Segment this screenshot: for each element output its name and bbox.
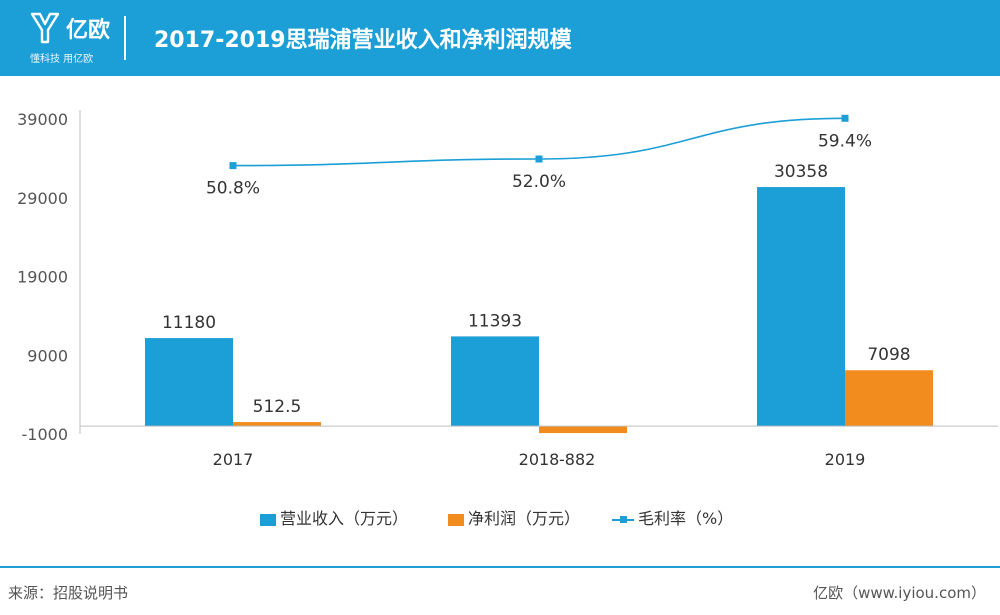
header-banner: 亿欧 懂科技 用亿欧 2017-2019思瑞浦营业收入和净利润规模 [0,0,1000,76]
line-data-label: 50.8% [206,179,260,199]
footer-brand: 亿欧（www.iyiou.com） [813,584,986,602]
bar-净利润（万元）-2017 [233,422,321,427]
y-tick-label: -1000 [22,425,69,444]
header-divider [124,16,126,60]
legend: 营业收入（万元） 净利润（万元） 毛利率（%） [0,505,1000,529]
logo-y-icon [30,12,60,44]
line-data-label: 59.4% [818,131,872,151]
y-tick-label: 29000 [17,189,68,208]
y-tick-label: 39000 [17,110,68,129]
gross-margin-point-2019 [841,114,849,122]
y-tick-label: 9000 [27,346,68,365]
legend-swatch-revenue [260,513,276,526]
data-label: -882 [559,450,595,469]
gross-margin-point-2017 [229,162,237,170]
data-label: 7098 [867,345,910,365]
gross-margin-point-2018 [535,155,543,163]
bar-净利润（万元）-2018 [539,426,627,434]
bar-营业收入（万元）-2018 [451,336,539,427]
footer-divider [0,566,1000,568]
data-label: 512.5 [253,397,302,417]
legend-label-gross-margin: 毛利率（%） [638,509,734,528]
legend-label-net-profit: 净利润（万元） [468,509,581,528]
legend-label-revenue: 营业收入（万元） [280,509,409,528]
x-tick-label: 2019 [825,450,866,469]
y-tick-label: 19000 [17,268,68,287]
footer-source: 来源：招股说明书 [8,584,129,602]
bar-营业收入（万元）-2019 [757,187,845,427]
legend-item-gross-margin[interactable]: 毛利率（%） [612,505,733,529]
bar-营业收入（万元）-2017 [145,338,233,427]
data-label: 30358 [774,162,828,182]
data-label: 11180 [162,313,216,333]
page-title: 2017-2019思瑞浦营业收入和净利润规模 [154,28,572,53]
legend-item-revenue[interactable]: 营业收入（万元） [260,505,408,529]
legend-line-gross-margin [612,515,634,523]
x-tick-label: 2018 [519,450,560,469]
chart: -1000 9000 19000 29000 39000 11180 512.5 11393 3… [17,110,998,469]
line-data-label: 52.0% [512,172,566,192]
bar-净利润（万元）-2019 [845,370,933,427]
legend-item-net-profit[interactable]: 净利润（万元） [448,505,580,529]
legend-swatch-net-profit [448,513,464,526]
data-label: 11393 [468,311,522,331]
logo-text: 亿欧 [66,18,111,43]
x-tick-label: 2017 [213,450,254,469]
logo[interactable]: 亿欧 懂科技 用亿欧 [28,8,118,68]
logo-slogan: 懂科技 用亿欧 [30,54,94,65]
